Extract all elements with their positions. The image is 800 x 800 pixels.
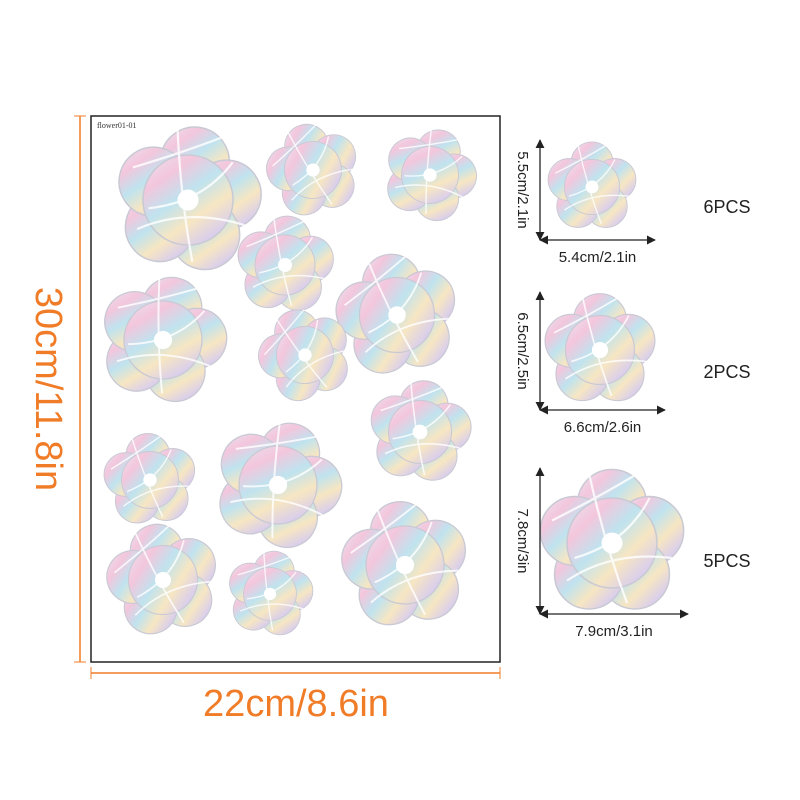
size-width: 7.9cm/3.1in bbox=[575, 623, 653, 640]
size-height: 7.8cm/3in bbox=[514, 508, 531, 573]
size-height: 6.5cm/2.5in bbox=[514, 312, 531, 390]
flower bbox=[545, 294, 655, 401]
size-count: 5PCS bbox=[703, 551, 750, 571]
size-count: 2PCS bbox=[703, 362, 750, 382]
size-height: 5.5cm/2.1in bbox=[514, 151, 531, 229]
flower bbox=[540, 470, 683, 610]
size-width: 6.6cm/2.6in bbox=[564, 419, 642, 436]
sheet-label: flower01-01 bbox=[97, 121, 137, 130]
flower bbox=[548, 142, 636, 228]
size-count: 6PCS bbox=[703, 197, 750, 217]
sheet-height: 30cm/11.8in bbox=[27, 287, 69, 491]
size-width: 5.4cm/2.1in bbox=[559, 249, 637, 266]
sheet-width: 22cm/8.6in bbox=[203, 683, 389, 725]
